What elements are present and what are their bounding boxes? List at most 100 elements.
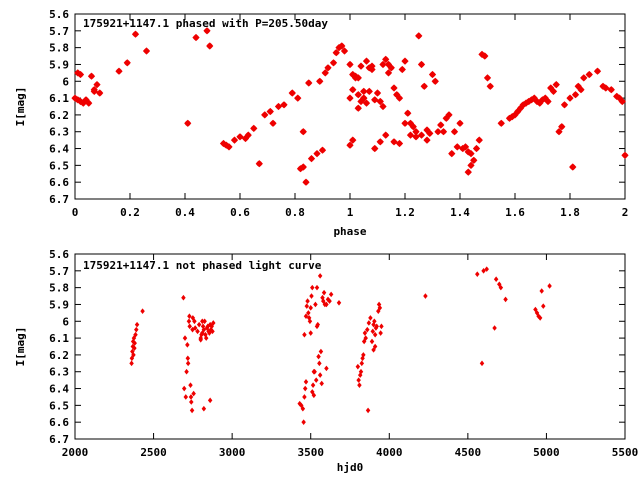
data-point bbox=[131, 30, 140, 38]
data-point bbox=[428, 70, 437, 79]
data-point bbox=[203, 27, 211, 35]
data-point bbox=[420, 82, 428, 90]
data-point bbox=[304, 303, 310, 309]
data-point bbox=[453, 143, 461, 151]
y-tick-label: 5.9 bbox=[49, 298, 69, 311]
data-point bbox=[354, 91, 362, 99]
data-point bbox=[201, 326, 207, 333]
data-point bbox=[294, 94, 302, 102]
data-point bbox=[368, 315, 373, 321]
x-tick-label: 3000 bbox=[219, 446, 246, 459]
data-point bbox=[401, 57, 409, 65]
y-tick-label: 5.8 bbox=[49, 282, 69, 295]
data-point bbox=[450, 128, 459, 136]
data-point bbox=[431, 77, 439, 85]
data-point bbox=[362, 330, 368, 336]
data-point bbox=[188, 394, 194, 400]
data-point bbox=[306, 310, 311, 316]
data-point bbox=[96, 89, 104, 97]
data-point bbox=[310, 284, 315, 291]
data-point bbox=[571, 91, 580, 99]
data-point bbox=[372, 331, 378, 338]
data-point bbox=[201, 405, 207, 412]
data-point bbox=[372, 343, 378, 350]
data-point bbox=[316, 353, 321, 360]
data-point bbox=[360, 87, 368, 95]
data-point bbox=[186, 318, 192, 325]
data-point bbox=[340, 47, 349, 55]
y-tick-label: 5.8 bbox=[49, 42, 69, 55]
data-point bbox=[307, 155, 316, 163]
x-tick-label: 2 bbox=[622, 206, 629, 219]
data-point bbox=[133, 331, 138, 338]
data-point bbox=[129, 360, 134, 367]
data-point bbox=[585, 70, 593, 79]
data-point bbox=[308, 305, 313, 311]
data-point bbox=[280, 101, 288, 109]
data-point bbox=[131, 352, 136, 358]
data-point bbox=[412, 133, 420, 141]
data-point bbox=[311, 368, 317, 375]
data-point bbox=[305, 79, 313, 87]
data-point bbox=[406, 131, 415, 139]
data-point bbox=[358, 368, 364, 375]
data-point bbox=[328, 291, 334, 298]
data-point bbox=[498, 284, 504, 291]
plot-frame bbox=[74, 253, 626, 440]
data-point bbox=[183, 394, 189, 400]
data-point bbox=[555, 128, 563, 136]
data-point bbox=[365, 87, 373, 95]
data-point bbox=[307, 318, 313, 325]
data-point bbox=[230, 136, 239, 144]
data-point bbox=[371, 347, 376, 353]
data-point bbox=[332, 49, 340, 57]
data-point bbox=[190, 326, 195, 333]
data-point bbox=[200, 318, 205, 325]
data-point bbox=[378, 330, 383, 336]
data-point bbox=[310, 389, 315, 395]
y-tick-label: 6.3 bbox=[49, 366, 69, 379]
y-tick-label: 6.4 bbox=[49, 143, 69, 156]
data-point bbox=[423, 293, 428, 299]
data-point bbox=[382, 55, 390, 63]
data-point bbox=[192, 325, 198, 331]
data-point bbox=[311, 392, 317, 399]
x-tick-label: 5000 bbox=[533, 446, 560, 459]
data-point bbox=[250, 124, 258, 132]
y-tick-label: 6.7 bbox=[49, 433, 69, 446]
data-point bbox=[475, 136, 483, 144]
x-tick-label: 1.6 bbox=[505, 206, 525, 219]
y-axis-label: I[mag] bbox=[14, 87, 27, 127]
data-point bbox=[130, 348, 135, 355]
data-point bbox=[361, 338, 367, 345]
data-point bbox=[363, 335, 368, 341]
data-point bbox=[366, 320, 372, 326]
data-point bbox=[244, 131, 252, 139]
data-point bbox=[317, 360, 322, 367]
data-point bbox=[621, 151, 629, 159]
chart-title: 175921+1147.1 phased with P=205.50day bbox=[83, 17, 328, 30]
data-point bbox=[374, 323, 379, 330]
data-point bbox=[324, 365, 329, 372]
data-point bbox=[203, 335, 209, 341]
data-point bbox=[305, 298, 310, 304]
data-point bbox=[302, 385, 308, 392]
data-point bbox=[346, 141, 354, 149]
data-point bbox=[437, 121, 445, 129]
data-point bbox=[355, 363, 361, 370]
data-point bbox=[315, 321, 321, 328]
y-tick-label: 6.5 bbox=[49, 159, 69, 172]
data-point bbox=[481, 268, 486, 274]
data-point bbox=[373, 89, 382, 97]
data-point bbox=[395, 94, 404, 102]
data-point bbox=[134, 321, 140, 328]
data-point bbox=[207, 397, 213, 404]
data-point bbox=[198, 336, 203, 343]
data-point bbox=[483, 74, 492, 82]
data-point bbox=[357, 382, 362, 388]
data-point bbox=[484, 266, 489, 272]
y-tick-label: 5.6 bbox=[49, 8, 69, 21]
data-point bbox=[417, 131, 426, 139]
y-tick-label: 6.2 bbox=[49, 109, 69, 122]
data-point bbox=[203, 331, 208, 338]
